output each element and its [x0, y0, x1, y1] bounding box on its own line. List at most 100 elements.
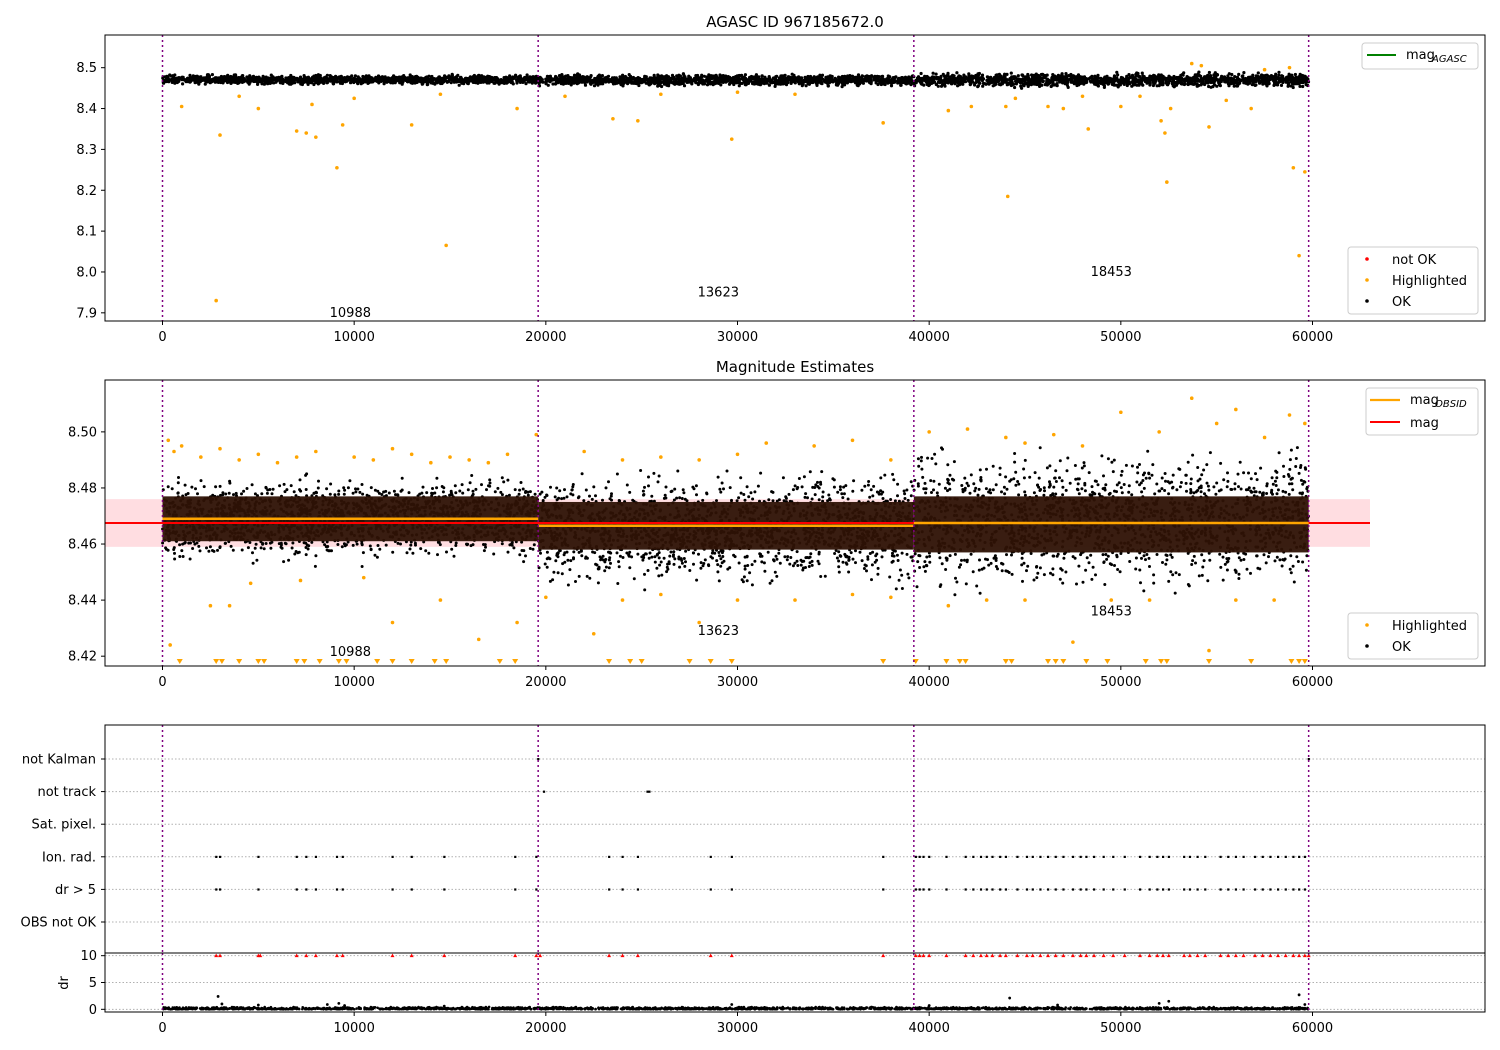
legend-mag-agasc-label: mag [1406, 48, 1435, 63]
highlighted-point [1291, 165, 1296, 170]
ok-point [993, 83, 997, 87]
ok-point [934, 72, 938, 76]
ok-point [728, 81, 732, 85]
ok-point [575, 77, 579, 81]
ok-point [465, 77, 470, 81]
ok-point [731, 81, 735, 85]
ok-point [1251, 73, 1255, 77]
ok-point [967, 72, 971, 76]
ok-point [1161, 81, 1165, 85]
legend-mag-agasc-subscript: AGASC [1431, 54, 1467, 65]
ok-point [660, 74, 664, 78]
ok-point [1297, 82, 1301, 86]
ok-point [686, 77, 690, 82]
ok-point [1235, 84, 1240, 88]
ok-point [166, 485, 170, 489]
ok-point [1258, 79, 1262, 83]
ok-point [609, 79, 614, 83]
highlighted-point [304, 131, 309, 135]
ok-point [1026, 72, 1030, 77]
ok-point [1166, 81, 1170, 85]
ok-point [1266, 82, 1270, 86]
ok-point [519, 77, 524, 81]
ok-point [1261, 79, 1265, 83]
ok-point [583, 78, 588, 82]
legend-highlighted-marker [1365, 278, 1369, 282]
ok-point [1236, 78, 1240, 82]
ok-point [736, 80, 740, 84]
ok-point [842, 78, 846, 82]
highlighted-point [1080, 94, 1085, 99]
ok-point [1211, 85, 1215, 89]
ok-point [1125, 83, 1129, 88]
ok-point [452, 80, 456, 84]
ok-point [899, 83, 903, 87]
ok-point [874, 81, 878, 85]
ok-point [1096, 76, 1100, 80]
ok-point [935, 77, 939, 81]
ok-point [1053, 76, 1057, 80]
ok-point [337, 75, 341, 79]
ok-point [1148, 81, 1152, 85]
ok-point [1226, 74, 1230, 78]
ok-point [749, 78, 753, 82]
ok-point [301, 78, 305, 82]
ok-point [1046, 79, 1050, 83]
ok-point [361, 74, 365, 79]
highlighted-point [659, 92, 663, 97]
ok-point [446, 79, 450, 83]
ok-point [621, 78, 625, 82]
ok-point [180, 549, 184, 553]
ok-point [864, 75, 868, 79]
highlighted-point [729, 137, 734, 141]
ok-point [180, 78, 184, 82]
y-tick-label: 7.9 [76, 306, 97, 321]
highlighted-point [352, 96, 356, 101]
ok-point [215, 80, 219, 84]
highlighted-point [1013, 96, 1018, 101]
ok-point [675, 81, 679, 85]
ok-point [1075, 83, 1079, 88]
ok-point [909, 79, 914, 83]
ok-point [664, 74, 668, 79]
ok-point [545, 74, 550, 78]
ok-point [367, 80, 371, 85]
ok-point [202, 78, 206, 82]
ok-point [426, 82, 430, 86]
ok-point [450, 73, 454, 78]
ok-point [540, 78, 544, 82]
ok-point [337, 489, 341, 493]
ok-point [627, 80, 631, 84]
ok-point [599, 81, 603, 85]
ok-point [1051, 81, 1055, 85]
highlighted-point [1005, 194, 1010, 199]
ok-point [407, 491, 411, 495]
ok-point [803, 76, 808, 80]
ok-point [500, 542, 504, 546]
ok-point [1064, 72, 1068, 76]
ok-point [251, 79, 255, 83]
y-tick-label: 8.5 [76, 61, 97, 76]
ok-point [197, 544, 201, 548]
ok-point [896, 77, 900, 81]
ok-point [1277, 70, 1281, 74]
panel-agasc-title: AGASC ID 967185672.0 [706, 13, 884, 31]
ok-point [630, 77, 634, 81]
ok-point [230, 80, 234, 84]
ok-point [393, 81, 397, 85]
ok-point [970, 77, 975, 81]
ok-point [405, 551, 409, 555]
ok-point [1218, 84, 1222, 88]
ok-point [904, 78, 908, 82]
legend-notok-marker [1365, 257, 1369, 261]
ok-point [519, 79, 523, 84]
ok-point [1216, 78, 1220, 82]
ok-point [1256, 71, 1260, 75]
ok-point [506, 478, 510, 482]
ok-point [351, 543, 355, 547]
ok-point [443, 76, 447, 80]
ok-point [760, 74, 764, 78]
ok-point [492, 81, 496, 85]
ok-point [814, 80, 818, 84]
